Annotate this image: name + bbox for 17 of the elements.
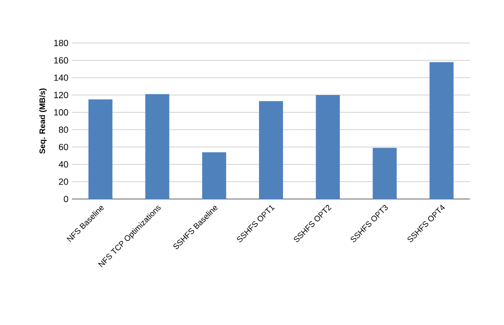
y-tick-label: 60	[58, 144, 68, 150]
bar	[316, 95, 340, 199]
y-tick-label: 140	[54, 74, 68, 81]
y-tick-label: 100	[54, 109, 68, 116]
bar	[259, 101, 283, 199]
y-tick-label: 0	[64, 196, 68, 202]
bar	[145, 94, 170, 199]
y-tick-label: 20	[58, 178, 68, 185]
y-tick-label: 40	[58, 161, 68, 168]
bar	[202, 152, 226, 199]
y-tick-label: 180	[54, 40, 68, 46]
y-tick-label: 80	[58, 126, 68, 133]
y-tick-label: 160	[54, 57, 68, 64]
bar	[430, 62, 454, 199]
bar	[372, 148, 397, 199]
bar	[88, 99, 112, 199]
y-tick-label: 120	[54, 92, 68, 98]
